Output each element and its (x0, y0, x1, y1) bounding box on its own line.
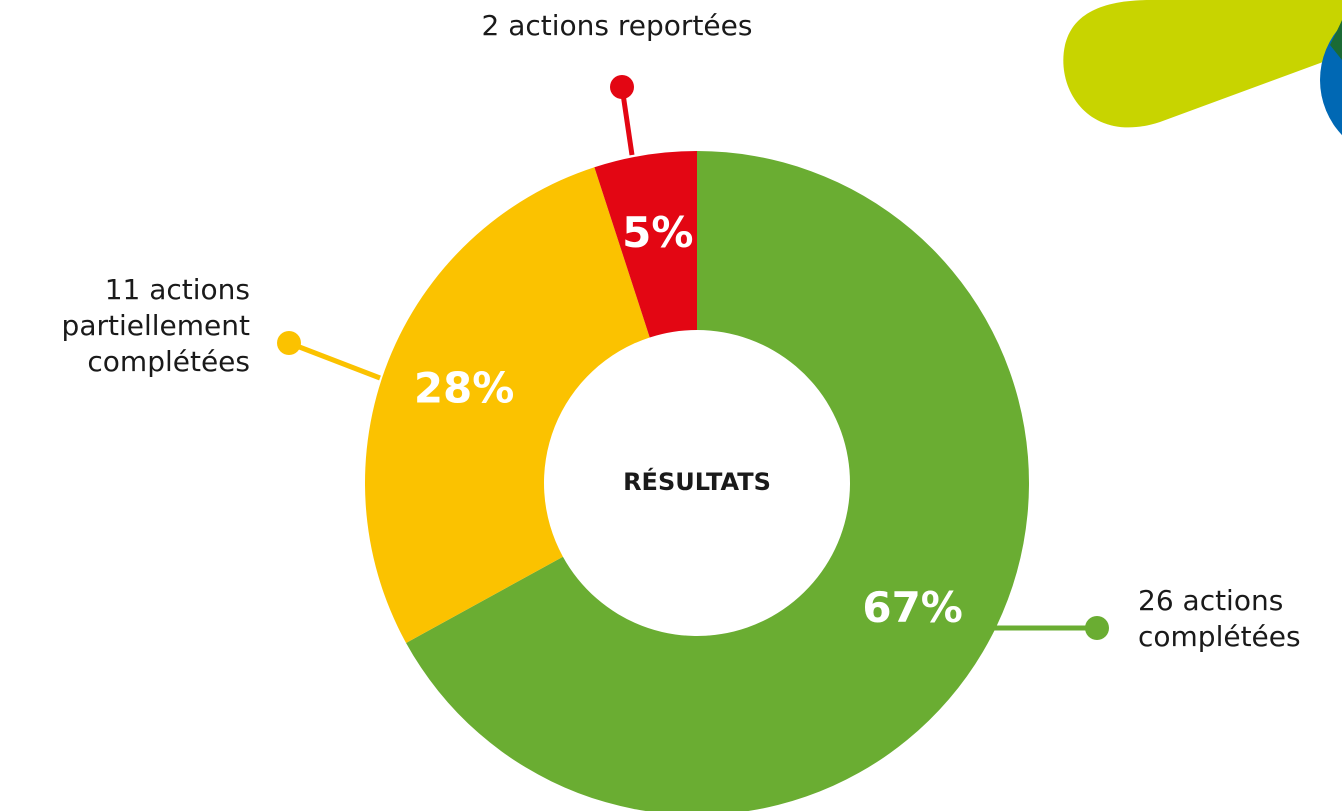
slice-label: 11 actions partiellement complétées (10, 272, 250, 380)
value-label: 67% (862, 583, 963, 632)
slice-label: 2 actions reportées (417, 8, 817, 44)
center-label: RÉSULTATS (623, 467, 771, 496)
leader-dot (1085, 616, 1109, 640)
slice-label: 26 actions complétées (1138, 583, 1338, 655)
leader-dot (610, 75, 634, 99)
decor-shape (1063, 0, 1342, 127)
chart: 67% 28% 5% RÉSULTATS (0, 0, 1342, 811)
page: 67%28%5%RÉSULTATS (() => { const data = … (0, 0, 1342, 811)
leader-line (289, 343, 380, 378)
leader-dot (277, 331, 301, 355)
decoration (1063, 0, 1342, 160)
value-label: 28% (414, 363, 515, 412)
value-label: 5% (622, 208, 693, 257)
